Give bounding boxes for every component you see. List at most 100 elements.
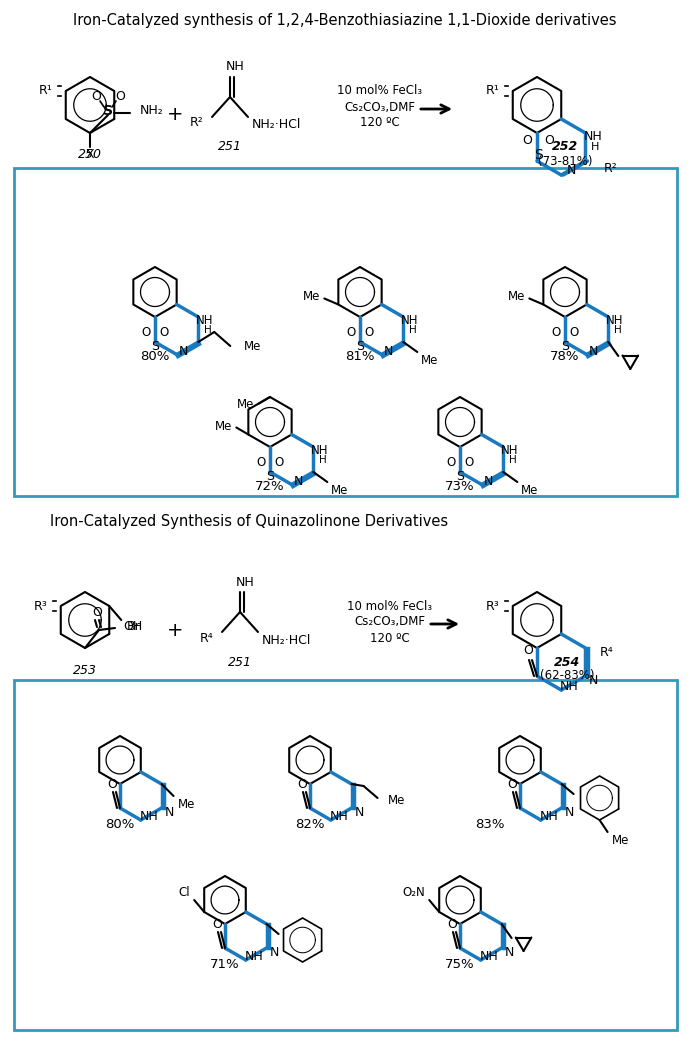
Text: R¹: R¹ [39, 84, 53, 97]
Text: R³: R³ [486, 599, 500, 613]
Text: 75%: 75% [445, 958, 475, 972]
Text: (73-81%): (73-81%) [538, 155, 592, 168]
Text: 80%: 80% [140, 351, 170, 364]
Text: NH: NH [540, 810, 558, 822]
FancyBboxPatch shape [14, 168, 677, 496]
Text: Me: Me [422, 354, 439, 366]
Text: H: H [410, 325, 417, 335]
Text: O: O [551, 326, 560, 338]
Text: S: S [151, 340, 159, 354]
Text: Me: Me [178, 797, 195, 811]
Text: O: O [569, 326, 578, 338]
Text: N: N [565, 806, 574, 818]
Text: R¹: R¹ [486, 84, 500, 97]
Text: N: N [165, 806, 174, 818]
Text: O: O [507, 778, 517, 790]
Text: H: H [614, 325, 622, 335]
Text: 251: 251 [218, 140, 242, 153]
Text: 72%: 72% [255, 480, 285, 494]
Text: NH: NH [560, 679, 578, 693]
Text: O: O [92, 606, 102, 618]
Text: (62-83%): (62-83%) [540, 670, 594, 682]
Text: O: O [464, 455, 473, 469]
Text: NH: NH [140, 810, 158, 822]
Text: O: O [115, 90, 125, 104]
Text: NH₂: NH₂ [140, 105, 164, 117]
Text: N: N [355, 806, 364, 818]
Text: N: N [270, 946, 279, 958]
Text: H: H [591, 142, 600, 152]
Text: Br: Br [127, 619, 141, 633]
Text: 120 ºC: 120 ºC [360, 116, 400, 130]
Text: 251: 251 [228, 655, 252, 669]
Text: 80%: 80% [105, 818, 135, 832]
Text: N: N [567, 165, 576, 177]
Text: Cs₂CO₃,DMF: Cs₂CO₃,DMF [354, 616, 426, 628]
Text: NH: NH [605, 313, 623, 327]
Text: R⁴: R⁴ [200, 632, 214, 645]
Text: NH: NH [226, 60, 245, 74]
Text: NH: NH [330, 810, 348, 822]
Text: 82%: 82% [295, 818, 325, 832]
Text: O: O [256, 455, 265, 469]
Text: O: O [446, 455, 455, 469]
Text: N: N [505, 946, 514, 958]
Text: +: + [167, 106, 183, 124]
Text: R³: R³ [34, 599, 48, 613]
Text: NH: NH [500, 444, 518, 456]
Text: 81%: 81% [346, 351, 375, 364]
Text: N: N [179, 345, 189, 358]
Text: N: N [589, 345, 598, 358]
Text: N: N [294, 475, 303, 488]
Text: O: O [364, 326, 374, 338]
Text: O: O [142, 326, 151, 338]
Text: X: X [86, 148, 94, 162]
Text: Cl: Cl [178, 886, 190, 898]
Text: O: O [107, 778, 117, 790]
Text: O: O [522, 135, 532, 147]
Text: 254: 254 [554, 655, 580, 669]
Text: Me: Me [215, 420, 232, 433]
Text: NH: NH [236, 576, 254, 589]
Text: 78%: 78% [550, 351, 580, 364]
Text: S: S [535, 148, 543, 162]
Text: O₂N: O₂N [402, 886, 425, 898]
Text: O: O [523, 644, 533, 656]
Text: S: S [456, 471, 464, 483]
Text: 120 ºC: 120 ºC [370, 632, 410, 645]
Text: NH: NH [196, 313, 213, 327]
Text: O: O [160, 326, 169, 338]
Text: O: O [346, 326, 356, 338]
Text: 253: 253 [73, 664, 97, 676]
Text: 10 mol% FeCl₃: 10 mol% FeCl₃ [337, 84, 423, 97]
Text: O: O [544, 135, 554, 147]
Text: OH: OH [123, 619, 142, 633]
Text: Me: Me [388, 793, 405, 807]
Text: Me: Me [521, 483, 539, 497]
Text: +: + [167, 620, 183, 640]
Text: Me: Me [236, 398, 254, 412]
Text: S: S [103, 104, 113, 118]
Text: O: O [297, 778, 307, 790]
Text: H: H [509, 455, 517, 465]
Text: H: H [319, 455, 327, 465]
Text: 252: 252 [552, 140, 578, 153]
Text: O: O [274, 455, 283, 469]
Text: O: O [212, 918, 222, 930]
FancyBboxPatch shape [14, 680, 677, 1030]
Text: Cs₂CO₃,DMF: Cs₂CO₃,DMF [345, 101, 415, 113]
Text: O: O [447, 918, 457, 930]
Text: 250: 250 [78, 148, 102, 162]
Text: NH: NH [401, 313, 418, 327]
Text: NH₂·HCl: NH₂·HCl [252, 118, 301, 132]
Text: Me: Me [331, 483, 349, 497]
Text: Me: Me [612, 834, 629, 846]
Text: 71%: 71% [210, 958, 240, 972]
Text: NH: NH [245, 950, 263, 962]
Text: S: S [561, 340, 569, 354]
Text: N: N [484, 475, 493, 488]
Text: R²: R² [190, 116, 204, 130]
Text: NH: NH [310, 444, 328, 456]
Text: 73%: 73% [445, 480, 475, 494]
Text: Iron-Catalyzed Synthesis of Quinazolinone Derivatives: Iron-Catalyzed Synthesis of Quinazolinon… [50, 514, 448, 529]
